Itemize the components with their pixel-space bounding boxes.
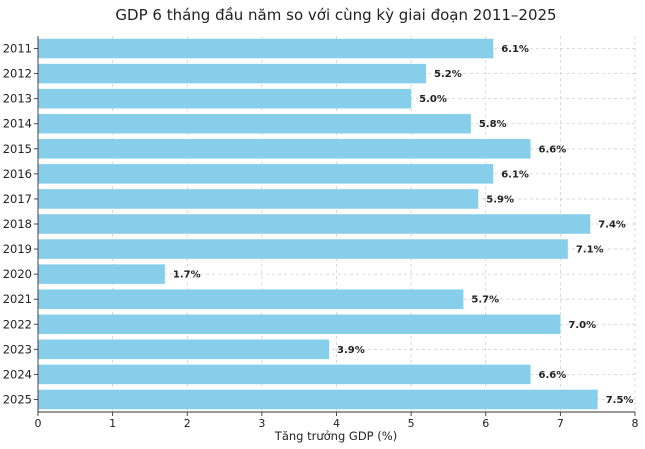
y-tick-label: 2023 [3, 342, 32, 356]
bar-2012 [38, 63, 427, 84]
chart-title: GDP 6 tháng đầu năm so với cùng kỳ giai … [115, 6, 556, 24]
bar-2011 [38, 38, 494, 59]
data-label-2013: 5.0% [419, 94, 447, 105]
bar-2020 [38, 264, 165, 284]
y-tick-label: 2015 [3, 142, 32, 156]
x-tick-label: 2 [184, 417, 191, 430]
data-label-2023: 3.9% [337, 345, 365, 356]
x-tick-label: 4 [333, 417, 340, 430]
y-tick-label: 2025 [3, 392, 32, 406]
y-tick-label: 2024 [3, 367, 32, 381]
y-tick-label: 2013 [3, 92, 32, 106]
bar-2014 [38, 113, 471, 134]
axes-layer [34, 36, 636, 416]
x-tick-label: 6 [482, 417, 489, 430]
bar-2015 [38, 139, 531, 159]
y-tick-label: 2012 [3, 67, 32, 81]
bar-2023 [38, 339, 330, 360]
data-label-2020: 1.7% [173, 270, 201, 281]
data-label-2012: 5.2% [434, 69, 462, 80]
labels-layer: 0 1 2 3 4 5 6 7 8 2011 6.1% 2012 5.2% 2013 5.0% 2014 5.8… [3, 42, 639, 430]
bar-2018 [38, 214, 591, 234]
y-tick-label: 2017 [3, 192, 32, 206]
data-label-2017: 5.9% [486, 194, 514, 205]
bar-2019 [38, 239, 568, 259]
bars-layer [38, 38, 598, 410]
data-label-2021: 5.7% [471, 295, 499, 306]
data-label-2019: 7.1% [576, 245, 604, 256]
bar-2025 [38, 389, 598, 410]
y-tick-label: 2018 [3, 217, 32, 231]
data-label-2025: 7.5% [606, 395, 634, 406]
bar-2017 [38, 189, 479, 209]
data-label-2022: 7.0% [568, 320, 596, 331]
data-label-2011: 6.1% [501, 44, 529, 55]
bar-2013 [38, 88, 412, 109]
x-tick-label: 1 [109, 417, 116, 430]
data-label-2018: 7.4% [598, 220, 626, 231]
x-axis-label: Tăng trưởng GDP (%) [274, 429, 397, 443]
y-tick-label: 2020 [3, 267, 32, 281]
bar-2021 [38, 289, 464, 309]
data-label-2016: 6.1% [501, 169, 529, 180]
data-label-2015: 6.6% [539, 144, 567, 155]
x-tick-label: 3 [258, 417, 265, 430]
y-tick-label: 2021 [3, 292, 32, 306]
data-label-2014: 5.8% [479, 119, 507, 130]
data-label-2024: 6.6% [539, 370, 567, 381]
bar-2022 [38, 314, 561, 335]
bar-2016 [38, 164, 494, 184]
y-tick-label: 2011 [3, 42, 32, 56]
y-tick-label: 2014 [3, 117, 32, 131]
bar-2024 [38, 364, 531, 385]
y-tick-label: 2019 [3, 242, 32, 256]
x-tick-label: 0 [35, 417, 42, 430]
x-tick-label: 5 [408, 417, 415, 430]
x-tick-label: 7 [557, 417, 564, 430]
y-tick-label: 2022 [3, 317, 32, 331]
y-tick-label: 2016 [3, 167, 32, 181]
x-tick-label: 8 [632, 417, 639, 430]
